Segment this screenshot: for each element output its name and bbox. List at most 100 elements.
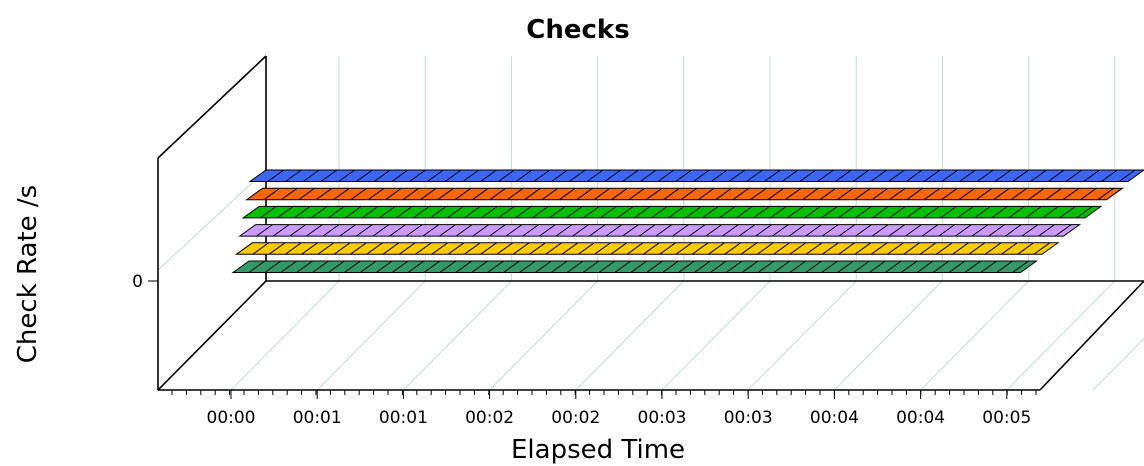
ribbon-divider: [566, 260, 584, 273]
ribbon-divider: [940, 205, 957, 219]
ribbon-divider: [382, 242, 400, 255]
ribbon-divider: [1017, 242, 1034, 255]
ribbon-divider: [672, 224, 689, 237]
ribbon-divider: [784, 187, 802, 201]
ribbon-divider: [685, 205, 702, 219]
ribbon-divider: [984, 242, 1002, 255]
ribbon-divider: [272, 224, 290, 237]
ribbon-divider: [906, 205, 923, 219]
chart-title: Checks: [526, 15, 629, 45]
ribbon-divider: [724, 242, 741, 255]
x-axis-ticks: 00:00 00:01 00:01 00:02 00:02 00:03 00:03 00:04…: [171, 390, 1037, 428]
series-ribbon: [234, 242, 1060, 255]
ribbon-divider: [385, 187, 402, 201]
ribbon-divider: [534, 260, 552, 273]
ribbon-divider: [675, 242, 693, 255]
ribbon-divider: [767, 187, 785, 201]
ribbon-face: [245, 187, 1125, 201]
ribbon-divider: [248, 260, 266, 273]
ribbon-divider: [1065, 169, 1083, 182]
ribbon-divider: [888, 224, 906, 237]
ribbon-divider: [389, 224, 406, 237]
ribbon-divider: [941, 187, 958, 201]
ribbon-divider: [994, 169, 1012, 182]
ribbon-divider: [853, 260, 870, 273]
ribbon-divider: [454, 187, 472, 201]
ribbon-divider: [446, 205, 464, 219]
ribbon-divider: [480, 205, 498, 219]
ribbon-divider: [276, 205, 294, 219]
floor-gridline: [920, 280, 1029, 391]
floor-gridline: [661, 280, 771, 391]
ribbon-divider: [284, 242, 302, 255]
ribbon-divider: [259, 205, 277, 219]
ribbon-divider: [964, 260, 982, 273]
ribbon-divider: [710, 169, 728, 182]
ribbon-divider: [344, 205, 362, 219]
ribbon-divider: [256, 224, 273, 237]
ribbon-divider: [639, 169, 657, 182]
ribbon-divider: [333, 242, 351, 255]
ribbon-divider: [837, 260, 854, 273]
ribbon-divider: [678, 260, 695, 273]
ribbon-divider: [471, 260, 488, 273]
ribbon-divider: [359, 260, 377, 273]
ribbon-divider: [588, 224, 606, 237]
ribbon-divider: [741, 260, 759, 273]
ribbon-divider: [757, 260, 775, 273]
series-ribbon: [245, 187, 1125, 201]
ribbon-divider: [561, 242, 579, 255]
series-ribbon: [248, 169, 1144, 182]
ribbon-divider: [315, 187, 333, 201]
ribbon-divider: [756, 242, 774, 255]
ribbon-divider: [1097, 187, 1115, 201]
ribbon-divider: [480, 242, 497, 255]
floor-gridline: [489, 280, 598, 391]
ribbon-divider: [789, 242, 807, 255]
ribbon-divider: [638, 224, 656, 237]
ribbon-divider: [372, 224, 390, 237]
ribbon-divider: [715, 187, 732, 201]
ribbon-divider: [921, 224, 939, 237]
ribbon-divider: [680, 187, 698, 201]
ribbon-divider: [1012, 260, 1029, 273]
ribbon-divider: [805, 224, 822, 237]
ribbon-divider: [675, 169, 692, 182]
ribbon-divider: [1030, 169, 1047, 182]
y-tick-label: 0: [132, 272, 143, 292]
ribbon-divider: [645, 187, 663, 201]
ribbon-divider: [405, 224, 423, 237]
ribbon-divider: [889, 205, 906, 219]
ribbon-divider: [773, 260, 791, 273]
ribbon-divider: [598, 260, 616, 273]
ribbon-divider: [522, 224, 539, 237]
x-tick-label: 00:01: [379, 408, 428, 428]
ribbon-divider: [923, 187, 941, 201]
ribbon-divider: [916, 260, 934, 273]
ribbon-divider: [838, 205, 855, 219]
ribbon-divider: [498, 169, 515, 182]
ribbon-divider: [338, 169, 355, 182]
ribbon-divider: [988, 224, 1005, 237]
ribbon-divider: [646, 260, 663, 273]
ribbon-divider: [431, 242, 448, 255]
x-tick-label: 00:00: [207, 408, 256, 428]
ribbon-divider: [804, 205, 821, 219]
ribbon-divider: [455, 260, 473, 273]
ribbon-divider: [870, 242, 888, 255]
ribbon-divider: [688, 224, 706, 237]
ribbon-divider: [746, 169, 763, 182]
ribbon-divider: [622, 224, 639, 237]
ribbon-divider: [1080, 187, 1097, 201]
ribbon-divider: [694, 260, 711, 273]
ribbon-divider: [503, 260, 520, 273]
ribbon-divider: [427, 169, 444, 182]
ribbon-divider: [361, 205, 379, 219]
ribbon-divider: [770, 205, 787, 219]
ribbon-divider: [871, 187, 889, 201]
ribbon-divider: [551, 169, 568, 182]
left-top-edge: [157, 55, 267, 159]
ribbon-divider: [938, 224, 955, 237]
ribbon-divider: [996, 260, 1013, 273]
ribbon-divider: [264, 260, 282, 273]
